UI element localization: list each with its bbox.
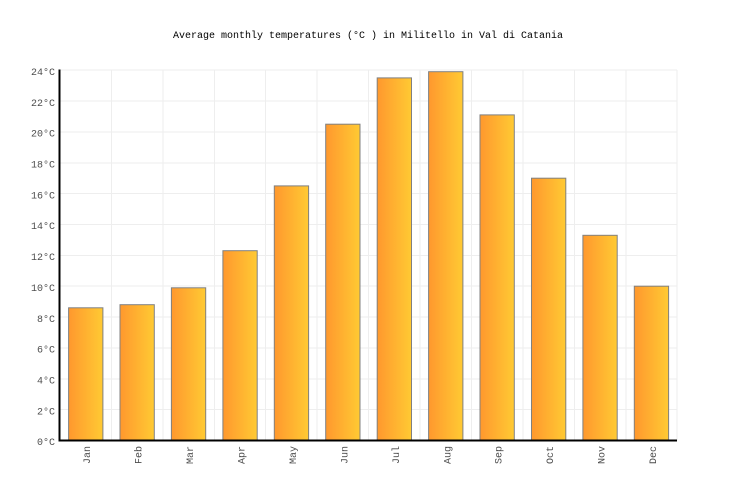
svg-text:24°C: 24°C [31,67,55,79]
svg-text:Jun: Jun [340,446,351,464]
svg-text:0°C: 0°C [37,437,55,449]
svg-text:4°C: 4°C [37,376,55,388]
svg-text:22°C: 22°C [31,98,55,110]
svg-text:May: May [289,446,300,464]
svg-text:Feb: Feb [134,446,146,464]
svg-text:6°C: 6°C [37,345,55,357]
svg-text:20°C: 20°C [31,129,55,141]
svg-text:Oct: Oct [546,446,557,464]
svg-text:Mar: Mar [186,446,197,464]
svg-text:16°C: 16°C [31,190,55,202]
svg-text:Jan: Jan [83,446,94,464]
svg-text:Apr: Apr [238,446,249,464]
svg-text:8°C: 8°C [37,314,55,326]
svg-text:18°C: 18°C [31,160,55,172]
svg-text:12°C: 12°C [31,252,55,264]
svg-text:14°C: 14°C [31,221,55,233]
svg-text:Sep: Sep [495,446,506,464]
svg-text:Jul: Jul [391,446,403,464]
svg-text:2°C: 2°C [37,406,55,418]
svg-text:Aug: Aug [443,446,454,464]
svg-text:Dec: Dec [649,446,660,464]
svg-text:10°C: 10°C [31,283,55,295]
svg-text:Nov: Nov [598,446,609,464]
svg-text:Average monthly temperatures (: Average monthly temperatures (°C ) in Mi… [173,30,563,42]
